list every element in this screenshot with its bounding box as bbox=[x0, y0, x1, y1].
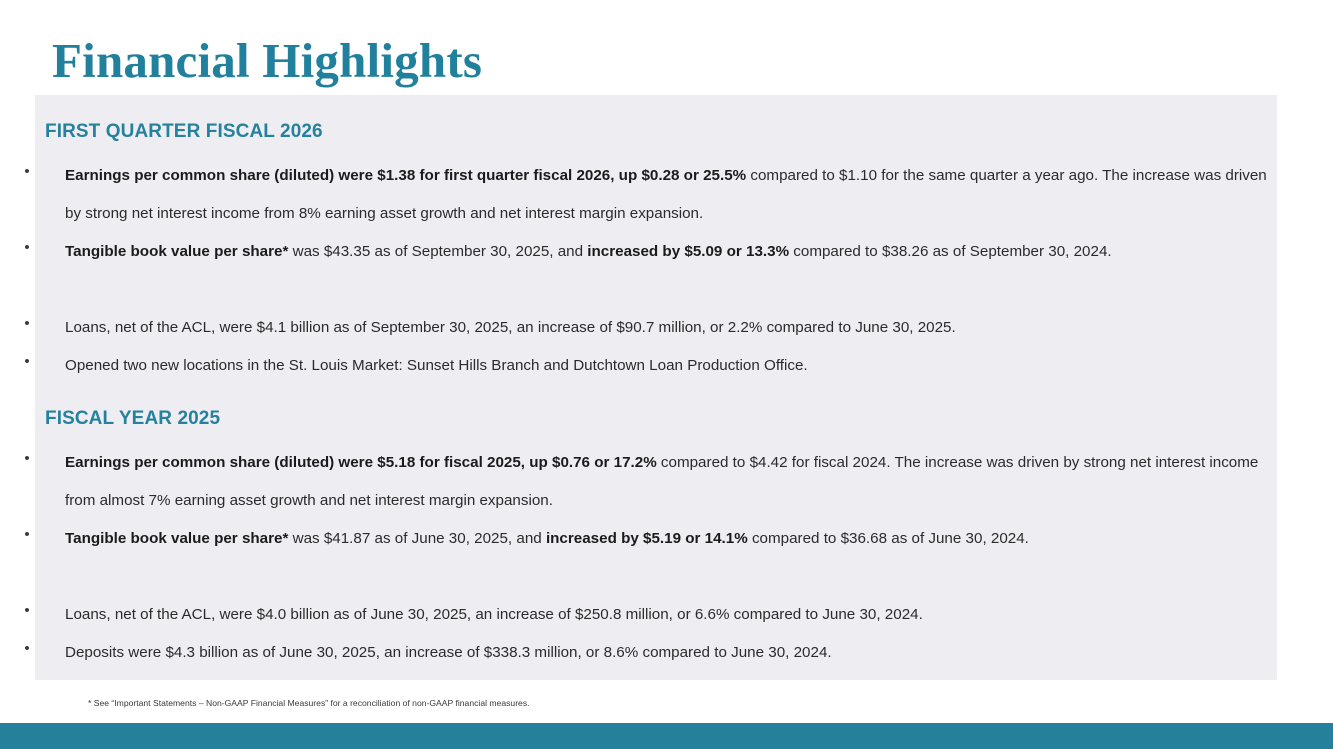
bullet-marker-icon: • bbox=[24, 640, 30, 657]
list-item: • Tangible book value per share* was $43… bbox=[20, 233, 1242, 271]
list-item: • Opened two new locations in the St. Lo… bbox=[20, 347, 1242, 385]
list-item: • Earnings per common share (diluted) we… bbox=[20, 444, 1258, 520]
list-item-text: Tangible book value per share* was $43.3… bbox=[65, 243, 1112, 260]
list-item: • Loans, net of the ACL, were $4.1 billi… bbox=[20, 309, 1242, 347]
list-item-text: Opened two new locations in the St. Loui… bbox=[65, 357, 808, 374]
bullet-marker-icon: • bbox=[24, 315, 30, 332]
bullet-marker-icon: • bbox=[24, 602, 30, 619]
list-item: • Earnings per common share (diluted) we… bbox=[20, 157, 1266, 233]
bullet-marker-icon: • bbox=[24, 526, 30, 543]
bullet-marker-icon: • bbox=[24, 450, 30, 467]
bullet-marker-icon: • bbox=[24, 353, 30, 370]
list-item-text: Earnings per common share (diluted) were… bbox=[65, 167, 1267, 222]
list-item-text: Loans, net of the ACL, were $4.0 billion… bbox=[65, 606, 923, 623]
list-item-text: Tangible book value per share* was $41.8… bbox=[65, 530, 1029, 547]
section-heading-fy: FISCAL YEAR 2025 bbox=[45, 408, 221, 429]
list-item-text: Earnings per common share (diluted) were… bbox=[65, 454, 1259, 509]
list-item: • Tangible book value per share* was $41… bbox=[20, 520, 1242, 558]
list-item-text: Loans, net of the ACL, were $4.1 billion… bbox=[65, 319, 956, 336]
bullet-marker-icon: • bbox=[24, 163, 30, 180]
list-item: • Loans, net of the ACL, were $4.0 billi… bbox=[20, 596, 1242, 634]
bullet-marker-icon: • bbox=[24, 239, 30, 256]
section-heading-q1: FIRST QUARTER FISCAL 2026 bbox=[45, 121, 323, 142]
list-item-text: Deposits were $4.3 billion as of June 30… bbox=[65, 644, 832, 661]
bottom-accent-bar bbox=[0, 723, 1333, 749]
page-title: Financial Highlights bbox=[52, 33, 483, 88]
list-item: • Deposits were $4.3 billion as of June … bbox=[20, 634, 1242, 672]
footnote-text: * See “Important Statements – Non-GAAP F… bbox=[88, 698, 530, 708]
content-panel bbox=[35, 95, 1277, 680]
